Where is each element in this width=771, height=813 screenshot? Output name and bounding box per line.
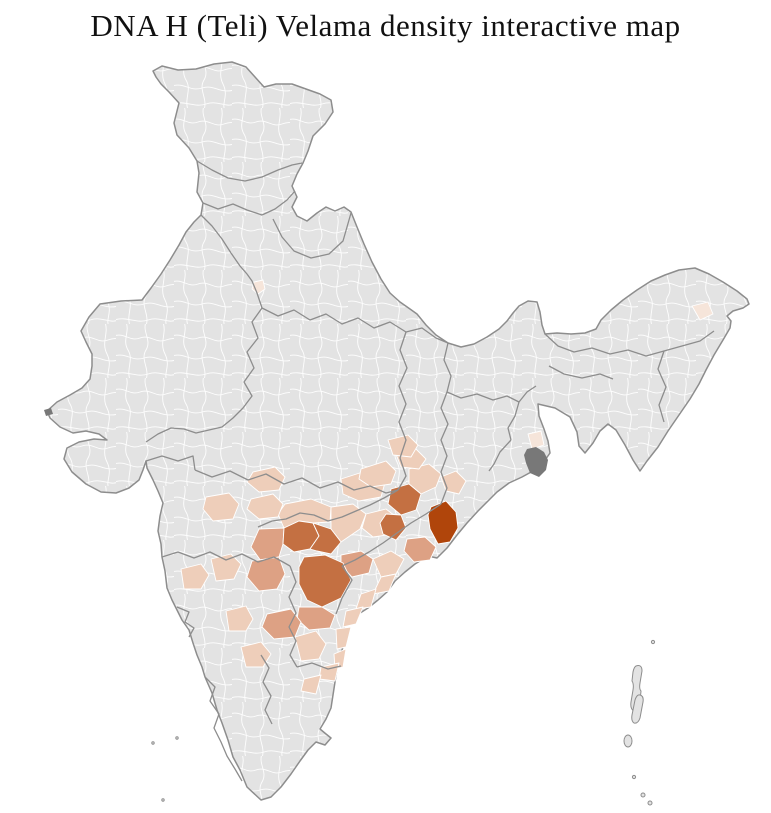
district-shape[interactable] bbox=[388, 484, 421, 515]
district-shape[interactable] bbox=[295, 631, 326, 661]
district-shape[interactable] bbox=[404, 537, 436, 562]
district-shape[interactable] bbox=[181, 564, 209, 589]
district-shape[interactable] bbox=[301, 675, 321, 694]
district-shape[interactable] bbox=[299, 555, 351, 607]
district-shape[interactable] bbox=[211, 554, 241, 581]
district-shape[interactable] bbox=[528, 431, 544, 449]
island[interactable] bbox=[624, 735, 632, 747]
density-districts[interactable] bbox=[181, 280, 713, 694]
district-shape[interactable] bbox=[226, 606, 253, 631]
district-shape[interactable] bbox=[380, 514, 406, 540]
district-shape[interactable] bbox=[373, 551, 404, 577]
district-shape[interactable] bbox=[241, 642, 271, 667]
no-data-patches bbox=[44, 408, 548, 477]
island-chains[interactable] bbox=[152, 640, 655, 805]
district-shape[interactable] bbox=[373, 574, 396, 594]
island[interactable] bbox=[651, 640, 654, 643]
island[interactable] bbox=[648, 801, 652, 805]
district-shape[interactable] bbox=[356, 589, 376, 609]
district-shape[interactable] bbox=[692, 302, 713, 320]
island[interactable] bbox=[152, 742, 154, 744]
district-shape[interactable] bbox=[428, 501, 458, 544]
district-shape[interactable] bbox=[203, 493, 239, 521]
district-shape[interactable] bbox=[247, 494, 283, 519]
district-shape[interactable] bbox=[359, 461, 396, 487]
district-shape[interactable] bbox=[247, 557, 285, 591]
district-shape[interactable] bbox=[247, 467, 285, 492]
island[interactable] bbox=[632, 775, 635, 778]
district-shape[interactable] bbox=[310, 523, 341, 554]
island[interactable] bbox=[176, 737, 178, 739]
island[interactable] bbox=[641, 793, 645, 797]
kutch-islet bbox=[44, 408, 53, 416]
island[interactable] bbox=[162, 799, 164, 801]
district-shape[interactable] bbox=[343, 607, 363, 627]
andaman-island[interactable] bbox=[632, 695, 643, 723]
page-title: DNA H (Teli) Velama density interactive … bbox=[90, 8, 681, 43]
district-shape[interactable] bbox=[252, 280, 265, 294]
district-shape[interactable] bbox=[336, 627, 351, 649]
state-boundaries bbox=[146, 161, 714, 781]
india-mainland[interactable] bbox=[47, 62, 749, 800]
sundarbans-patch bbox=[524, 447, 548, 477]
